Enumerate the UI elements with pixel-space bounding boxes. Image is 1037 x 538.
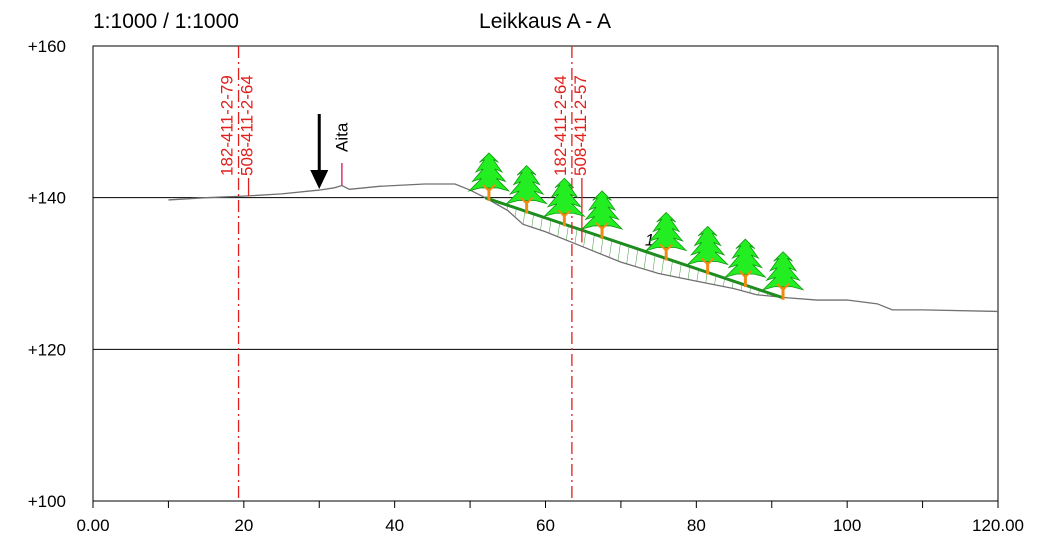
tree-branch — [659, 243, 667, 252]
tree — [580, 190, 624, 239]
tree — [686, 225, 730, 275]
tree-crown — [686, 225, 730, 266]
tree-crown — [644, 211, 688, 252]
tree-crown — [761, 251, 805, 291]
x-tick-label: 0.00 — [76, 516, 109, 535]
tree — [723, 238, 767, 288]
tree-branch — [563, 209, 572, 217]
tree-crown — [542, 177, 586, 218]
slope-line — [484, 196, 784, 300]
tree — [505, 165, 549, 214]
fence-label: Aita — [332, 122, 351, 152]
x-tick-label: 40 — [385, 516, 404, 535]
tree-branch — [700, 257, 709, 266]
tree-branch — [776, 283, 784, 291]
tree-branch — [782, 283, 790, 291]
tree — [542, 177, 586, 227]
x-tick-label: 120.00 — [972, 516, 1024, 535]
tree — [467, 152, 511, 201]
chart-title: Leikkaus A - A — [479, 10, 611, 33]
x-tick-label: 60 — [536, 516, 555, 535]
tree-branch — [744, 270, 753, 278]
tree-crown — [467, 152, 511, 192]
scale-label: 1:1000 / 1:1000 — [93, 10, 239, 33]
tree-crown — [723, 238, 767, 278]
y-tick-label: +160 — [28, 37, 66, 56]
boundary-label: 508-411-2-64 — [238, 75, 257, 176]
tree-branch — [525, 196, 534, 205]
y-tick-label: +120 — [28, 340, 66, 359]
tree-branch — [482, 184, 490, 192]
tree-branch — [738, 270, 747, 278]
tree-branch — [595, 222, 603, 230]
tree — [644, 211, 688, 261]
fence-arrow-head — [310, 170, 329, 189]
tree-crown — [505, 165, 549, 205]
boundary-label: 508-411-2-57 — [571, 75, 590, 176]
ground-line — [168, 183, 999, 313]
tree-crown — [580, 190, 624, 230]
tree-branch — [488, 184, 496, 192]
tree-branch — [601, 222, 609, 230]
y-tick-label: +140 — [28, 189, 66, 208]
x-tick-label: 100 — [833, 516, 861, 535]
y-tick-label: +100 — [28, 492, 66, 511]
tree-branch — [557, 209, 566, 217]
tree-branch — [519, 196, 528, 205]
tree — [761, 251, 805, 300]
tree-branch — [665, 243, 673, 252]
tree-branch — [706, 257, 715, 266]
x-tick-label: 20 — [234, 516, 253, 535]
boundary-label: 182-411-2-64 — [551, 75, 570, 176]
boundary-label: 182-411-2-79 — [218, 75, 237, 176]
x-tick-label: 80 — [687, 516, 706, 535]
